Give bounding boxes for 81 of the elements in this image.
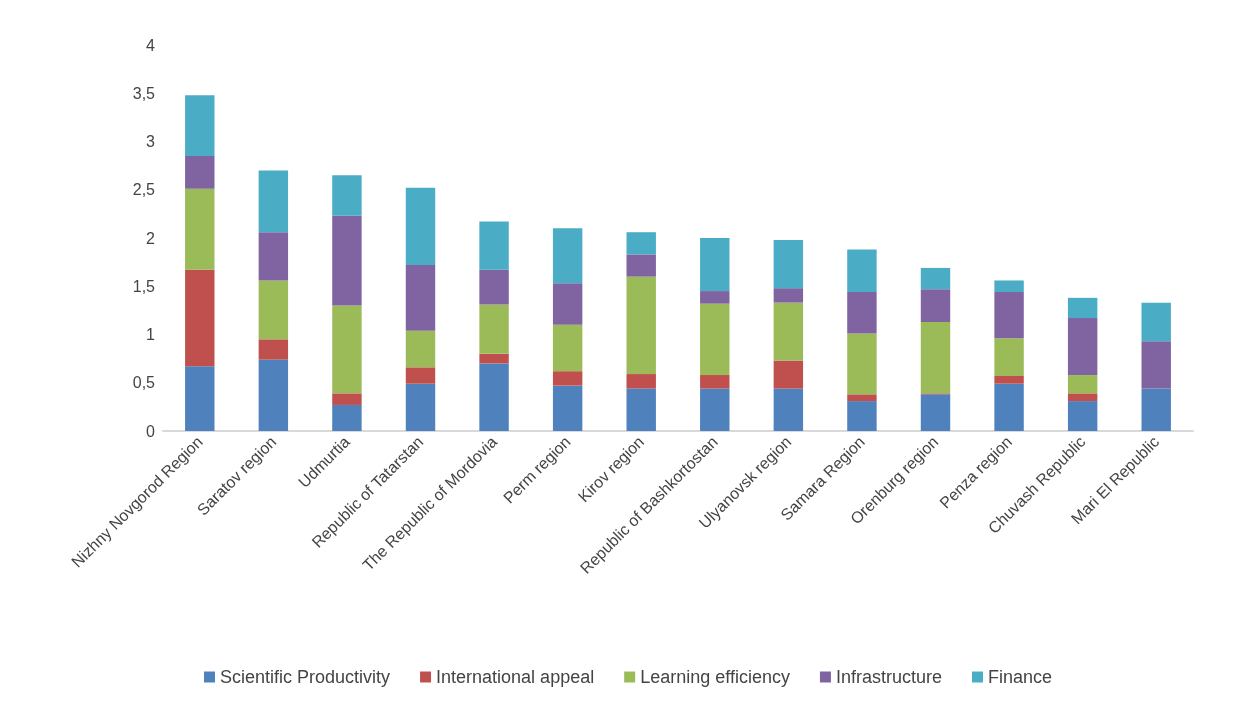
- bar: [258, 232, 289, 281]
- bar: [258, 339, 289, 360]
- bar: [847, 292, 877, 334]
- bar: [185, 95, 215, 156]
- bar: [332, 393, 362, 405]
- bar: [1141, 341, 1171, 389]
- bar: [773, 239, 804, 289]
- bar: [994, 375, 1024, 384]
- bar: [185, 188, 215, 270]
- bar: [847, 249, 877, 293]
- bar: [994, 338, 1024, 376]
- bar: [405, 330, 436, 368]
- y-tick-label: 4: [146, 36, 156, 54]
- bar: [847, 394, 877, 402]
- bar: [479, 353, 509, 364]
- bar: [773, 288, 804, 303]
- bar: [994, 292, 1024, 339]
- bar: [1067, 375, 1098, 394]
- bar: [552, 371, 583, 386]
- bar: [258, 280, 289, 340]
- bar: [479, 221, 509, 270]
- bar: [185, 269, 215, 367]
- y-tick-label: 3: [146, 133, 156, 150]
- bar: [479, 269, 509, 305]
- y-tick-label: 1: [146, 326, 156, 343]
- bar: [1067, 297, 1098, 319]
- bar: [626, 254, 656, 277]
- bar: [552, 324, 583, 372]
- bar: [185, 155, 215, 189]
- y-tick-label: 0: [146, 422, 156, 440]
- bar: [405, 187, 436, 266]
- bar: [1067, 318, 1098, 376]
- bar: [626, 232, 656, 255]
- y-tick-label: 2,5: [132, 181, 156, 199]
- legend-label: Infrastructure: [835, 667, 942, 687]
- bar: [994, 383, 1024, 431]
- bar: [1141, 388, 1171, 431]
- bar: [479, 304, 509, 354]
- bar: [994, 280, 1024, 293]
- bar: [405, 383, 436, 431]
- bar: [920, 394, 951, 431]
- bar: [258, 170, 289, 233]
- bar: [920, 321, 951, 394]
- bar: [700, 291, 730, 304]
- legend-label: Finance: [987, 667, 1053, 687]
- bar: [332, 305, 362, 394]
- bar: [1067, 401, 1098, 431]
- bar: [332, 215, 362, 306]
- y-tick-label: 0,5: [132, 374, 156, 392]
- bar: [626, 388, 656, 431]
- bar: [626, 374, 656, 389]
- legend-label: International appeal: [436, 667, 595, 687]
- bar: [332, 175, 362, 216]
- bar: [405, 265, 436, 331]
- bar: [700, 238, 730, 292]
- bar: [700, 303, 730, 376]
- bar: [552, 385, 583, 431]
- legend-label: Learning efficiency: [640, 667, 790, 687]
- bar: [700, 375, 730, 389]
- bar: [479, 363, 509, 431]
- bar: [1141, 302, 1171, 342]
- y-tick-label: 3,5: [132, 84, 156, 102]
- bar: [552, 283, 583, 325]
- bar: [626, 276, 656, 375]
- bar: [847, 401, 877, 431]
- bar: [185, 366, 215, 431]
- bar: [773, 302, 804, 361]
- bar: [847, 333, 877, 395]
- bar: [700, 388, 730, 431]
- bar: [773, 360, 804, 389]
- bar: [773, 388, 804, 431]
- bar: [920, 267, 951, 290]
- bar: [920, 289, 951, 322]
- bar: [1067, 393, 1098, 402]
- bar: [405, 367, 436, 384]
- y-tick-label: 1,5: [132, 277, 156, 295]
- bar: [332, 404, 362, 431]
- bar: [552, 228, 583, 284]
- legend-label: Scientific Productivity: [219, 667, 391, 687]
- y-tick-label: 2: [146, 229, 156, 247]
- bar: [258, 359, 289, 431]
